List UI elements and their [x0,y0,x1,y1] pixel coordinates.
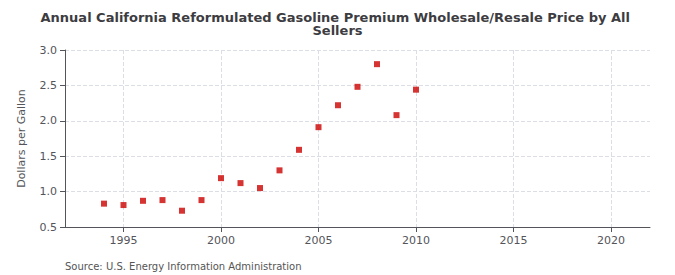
svg-text:1995: 1995 [110,234,138,247]
svg-text:2005: 2005 [305,234,333,247]
svg-text:Annual California Reformulated: Annual California Reformulated Gasoline … [40,10,635,25]
svg-text:3.0: 3.0 [40,44,58,57]
svg-text:Dollars per Gallon: Dollars per Gallon [15,89,28,188]
svg-text:0.5: 0.5 [40,221,58,234]
svg-text:1.5: 1.5 [40,150,58,163]
svg-text:Sellers: Sellers [312,23,362,38]
svg-text:Source: U.S. Energy Informatio: Source: U.S. Energy Information Administ… [65,261,302,272]
svg-text:2020: 2020 [597,234,625,247]
svg-text:2010: 2010 [402,234,430,247]
svg-text:2000: 2000 [207,234,235,247]
svg-text:2.5: 2.5 [40,79,58,92]
svg-text:1.0: 1.0 [40,185,58,198]
svg-text:2.0: 2.0 [40,114,58,127]
svg-text:2015: 2015 [500,234,528,247]
